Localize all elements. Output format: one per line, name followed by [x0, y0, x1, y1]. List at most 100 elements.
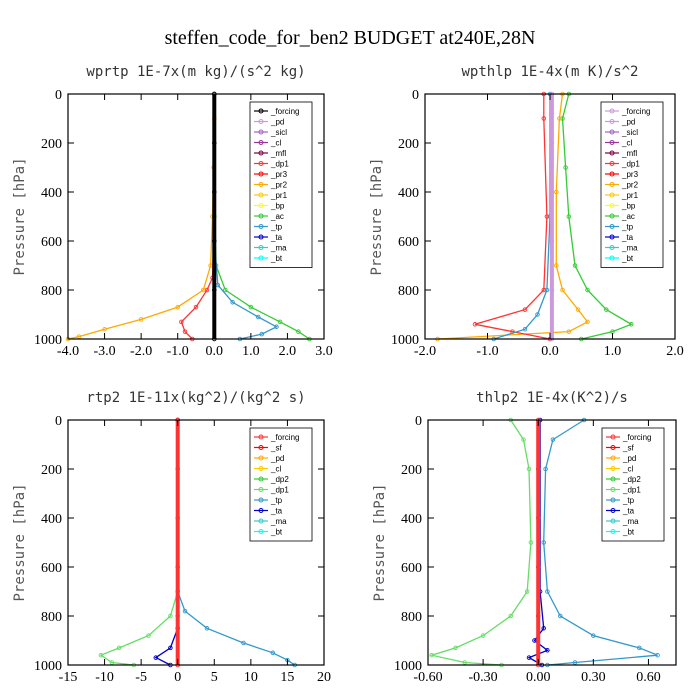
legend-marker	[258, 445, 264, 450]
series-group	[98, 417, 297, 668]
data-point	[526, 466, 532, 472]
x-tick-label: -4.0	[57, 344, 79, 359]
legend-marker	[609, 171, 615, 177]
data-point	[153, 655, 159, 660]
legend-label: _cl	[622, 465, 633, 474]
data-point	[102, 326, 107, 332]
legend-marker	[258, 108, 264, 114]
y-tick-label: 1000	[391, 333, 419, 348]
data-point	[109, 660, 115, 665]
legend-label: _ta	[270, 507, 283, 516]
legend-marker	[258, 213, 264, 219]
panel-title: thlp2 1E-4x(K^2)/s	[476, 390, 628, 406]
data-point	[212, 238, 217, 244]
data-point	[535, 312, 540, 317]
legend-marker	[258, 140, 264, 145]
x-tick-label: -2.0	[130, 344, 152, 359]
data-point	[175, 304, 180, 310]
series-group	[435, 91, 634, 342]
data-point	[535, 564, 541, 570]
data-point	[522, 326, 528, 332]
data-point	[146, 633, 151, 638]
data-point	[544, 287, 550, 293]
data-point	[175, 564, 180, 570]
legend: _forcing _sf_pd _cl_dp2 _dp1_tp _ta_ma _bt	[249, 427, 313, 542]
data-point	[557, 116, 562, 121]
legend-marker	[609, 119, 615, 124]
data-point	[472, 322, 478, 327]
legend-marker	[610, 497, 616, 503]
legend-label: _ma	[622, 517, 639, 526]
x-tick-label: -2.0	[414, 344, 436, 359]
series-group	[65, 91, 312, 342]
y-tick-label: 600	[401, 561, 422, 576]
legend-label: _sf	[270, 444, 282, 453]
figure-title: steffen_code_for_ben2 BUDGET at240E,28N	[165, 27, 536, 49]
legend-marker	[609, 245, 615, 250]
data-point	[558, 613, 563, 619]
data-point	[524, 589, 530, 594]
data-point	[212, 140, 217, 146]
legend-box	[249, 427, 313, 542]
panel-title: wpthlp 1E-4x(m K)/s^2	[461, 64, 638, 80]
data-point	[544, 214, 550, 219]
data-point	[549, 189, 555, 195]
legend-label: _pr1	[270, 191, 288, 200]
legend-marker	[258, 497, 264, 503]
data-point	[591, 633, 596, 638]
data-point	[560, 116, 565, 121]
legend-label: _pr3	[621, 170, 639, 179]
y-tick-label: 400	[398, 186, 419, 201]
x-tick-label: 15	[280, 670, 294, 685]
data-point	[179, 319, 184, 325]
x-tick-label: -0.60	[413, 670, 442, 685]
series-line-dp1	[180, 94, 215, 340]
legend: _forcing _pd_sicl _cl_mfl _dp1_pr3 _pr2_pr1 _…	[249, 101, 313, 268]
legend-label: _forcing	[270, 433, 299, 442]
legend-marker	[609, 161, 615, 166]
panel-2: wpthlp 1E-4x(m K)/s^2 Pressure [hPa] -2.0 -…	[369, 64, 684, 359]
y-tick-label: 800	[401, 610, 422, 625]
x-tick-label: -3.0	[93, 344, 115, 359]
legend-marker	[610, 529, 616, 534]
x-tick-label: 0.0	[206, 344, 224, 359]
y-axis-label: Pressure [hPa]	[369, 157, 385, 275]
y-tick-label: 200	[401, 463, 422, 478]
legend-label: _tp	[621, 223, 634, 232]
legend-marker	[258, 518, 264, 524]
data-point	[259, 331, 265, 337]
legend-label: _pd	[622, 454, 636, 463]
data-point	[175, 466, 180, 472]
legend-label: _ma	[270, 244, 287, 253]
legend-label: _pd	[270, 118, 284, 127]
y-tick-label: 1000	[394, 659, 422, 674]
data-point	[138, 317, 144, 322]
data-point	[462, 660, 467, 665]
y-tick-label: 200	[41, 137, 62, 152]
series-line-tp	[493, 94, 551, 340]
x-tick-label: 3.0	[315, 344, 333, 359]
legend-marker	[609, 129, 615, 135]
legend-marker	[258, 119, 264, 124]
legend-label: _ma	[621, 244, 638, 253]
panel-1: wprtp 1E-7x(m kg)/(s^2 kg) Pressure [hPa]…	[12, 64, 333, 359]
x-tick-label: -15	[59, 670, 78, 685]
y-tick-label: 400	[41, 186, 62, 201]
legend-label: _sf	[622, 444, 634, 453]
panel-title: rtp2 1E-11x(kg^2)/(kg^2 s)	[86, 390, 305, 406]
y-axis-label: Pressure [hPa]	[12, 483, 28, 601]
data-point	[508, 613, 513, 619]
legend-label: _dp1	[621, 160, 640, 169]
legend-marker	[258, 224, 264, 229]
legend-marker	[609, 150, 615, 156]
legend-marker	[610, 487, 616, 492]
data-point	[182, 608, 188, 614]
x-tick-label: 1.0	[604, 344, 622, 359]
x-tick-label: 5	[211, 670, 218, 685]
y-tick-label: 1000	[34, 333, 62, 348]
legend-label: _bt	[270, 254, 283, 263]
legend-marker	[610, 434, 616, 440]
legend-label: _forcing	[270, 107, 299, 116]
legend-marker	[258, 529, 264, 534]
